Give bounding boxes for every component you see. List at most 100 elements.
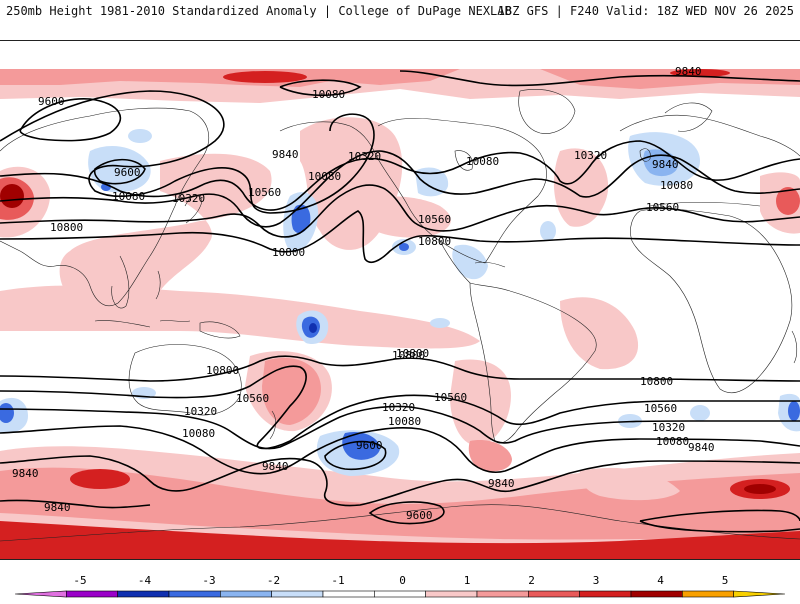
- contour-9840-north-east: [399, 70, 800, 87]
- central-america: [439, 240, 471, 284]
- japan: [184, 195, 203, 224]
- colorbar-tick-label: 2: [528, 574, 535, 587]
- contour-label: 10800: [206, 364, 239, 377]
- greenland: [518, 89, 576, 134]
- contour-label: 10320: [652, 421, 685, 434]
- contour-label: 10080: [182, 427, 215, 440]
- contour-10800-south: [0, 355, 800, 382]
- contour-10560-south: [0, 365, 800, 450]
- colorbar-tick-label: -4: [138, 574, 152, 587]
- contour-label: 10800: [396, 347, 429, 360]
- arctic-strong-core-2: [670, 69, 730, 77]
- caribbean-isles: [474, 261, 506, 268]
- contour-9600-arctic: [279, 79, 362, 97]
- contour-label: 10080: [660, 179, 693, 192]
- antarctica-coast: [0, 504, 800, 542]
- coastlines: [0, 89, 800, 542]
- contour-label: 10080: [466, 155, 499, 168]
- colorbar-tick-label: 1: [464, 574, 471, 587]
- contour-label: 10800: [272, 246, 305, 259]
- asia-coast: [0, 107, 209, 307]
- colorbar-swatch: [220, 590, 272, 598]
- south-east-neg-core: [788, 401, 800, 421]
- canada-negative: [415, 167, 449, 197]
- map-canvas: 9840 10080 9600 9600 10080 10320 10800 9…: [0, 41, 800, 559]
- north-america-coast: [377, 117, 547, 264]
- south-pacific-core: [342, 431, 380, 460]
- contour-label: 9840: [272, 148, 299, 161]
- colorbar-tick-label: 4: [657, 574, 664, 587]
- colorbar-ticks: -5 -4 -3 -2 -1 0 1 2 3 4 5: [73, 574, 728, 587]
- contour-9840-north: [0, 90, 375, 214]
- colorbar-swatch: [271, 590, 324, 598]
- contour-label: 9840: [688, 441, 715, 454]
- contour-label: 10080: [308, 170, 341, 183]
- colorbar-tick-label: -2: [267, 574, 280, 587]
- contour-labels: 9840 10080 9600 9600 10080 10320 10800 9…: [12, 65, 715, 522]
- contour-10320-north: [0, 150, 800, 228]
- colorbar-swatch: [682, 590, 734, 598]
- atlantic-negative: [540, 221, 556, 241]
- contour-label: 9840: [488, 477, 515, 490]
- colorbar-tick-label: -1: [331, 574, 344, 587]
- hudson-bay: [454, 150, 473, 171]
- colorbar-swatches: [14, 590, 786, 598]
- africa-coast: [630, 208, 793, 394]
- uk: [639, 148, 651, 162]
- contour-9600-south: [368, 501, 445, 525]
- south-atlantic-positive: [450, 359, 511, 447]
- colorbar-tick-label: 5: [722, 574, 729, 587]
- height-contours: [0, 70, 800, 533]
- contour-label: 10080: [656, 435, 689, 448]
- contour-9600-se-2: [639, 520, 800, 533]
- contour-label: 9840: [12, 467, 39, 480]
- colorbar-swatch: [66, 590, 118, 598]
- contour-label: 9840: [44, 501, 71, 514]
- contour-label: 10080: [312, 88, 345, 101]
- australia: [128, 344, 242, 416]
- contour-label: 10080: [388, 415, 421, 428]
- contour-9600-siberia: [93, 158, 146, 185]
- east-pacific-core: [399, 243, 409, 251]
- contour-label: 9840: [652, 158, 679, 171]
- contour-label: 10560: [644, 402, 677, 415]
- contour-10320-south: [0, 405, 800, 450]
- contour-label: 9600: [356, 439, 383, 452]
- contour-label: 10800: [50, 221, 83, 234]
- contour-10560-north: [0, 184, 800, 238]
- contour-label: 9600: [38, 95, 65, 108]
- contour-9840-southwest: [0, 499, 151, 509]
- contour-label: 10320: [348, 150, 381, 163]
- contour-label: 9840: [262, 460, 289, 473]
- south-america-positive: [560, 297, 639, 370]
- south-atlantic-core: [468, 440, 512, 472]
- contour-label: 10320: [574, 149, 607, 162]
- contour-label: 10320: [172, 192, 205, 205]
- scandinavia: [664, 102, 713, 132]
- north-america-positive: [360, 196, 451, 238]
- indonesia-1: [94, 320, 151, 328]
- contour-label: 10080: [112, 190, 145, 203]
- colorbar-swatch: [168, 590, 221, 598]
- colorbar-swatch: [476, 590, 529, 598]
- contour-9600-west: [19, 98, 122, 142]
- colorbar-swatch: [630, 590, 683, 598]
- contour-9840-south: [0, 455, 800, 507]
- contour-label: 9600: [406, 509, 433, 522]
- south-east-core: [744, 484, 776, 494]
- contour-label: 9600: [114, 166, 141, 179]
- colorbar-svg: -5 -4 -3 -2 -1 0 1 2 3 4 5: [14, 574, 786, 598]
- indonesia-2: [159, 320, 191, 322]
- south-america-coast: [469, 282, 597, 444]
- central-pacific-max: [309, 323, 317, 333]
- indochina: [111, 255, 130, 309]
- east-europe-core: [776, 187, 800, 215]
- colorbar-tick-label: -3: [202, 574, 215, 587]
- contour-label: 10560: [236, 392, 269, 405]
- colorbar-swatch: [733, 590, 786, 598]
- model-valid-time: 18Z GFS | F240 Valid: 18Z WED NOV 26 202…: [497, 4, 794, 18]
- arctic-positive-core-2: [540, 69, 800, 89]
- south-west-core: [0, 403, 14, 423]
- colorbar-swatch: [528, 590, 580, 598]
- contour-9600-southeast: [639, 509, 800, 522]
